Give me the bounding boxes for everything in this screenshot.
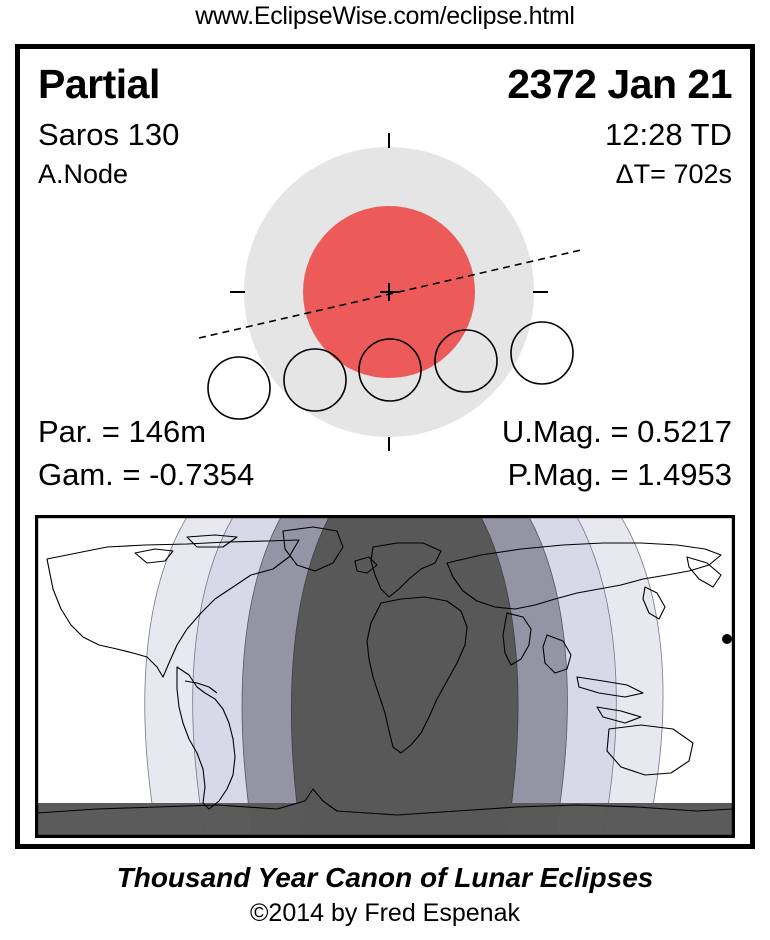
footer-credit: ©2014 by Fred Espenak	[250, 899, 520, 927]
sublunar-marker-dot	[722, 634, 732, 644]
moon-position-5	[510, 321, 574, 385]
world-visibility-map-svg	[37, 517, 733, 836]
moon-position-3	[358, 338, 422, 402]
visibility-map	[35, 515, 735, 838]
map-border	[37, 517, 733, 836]
eclipse-geometry-diagram	[198, 133, 582, 451]
delta-t-label: ΔT= 702s	[615, 159, 732, 189]
footer-title: Thousand Year Canon of Lunar Eclipses	[116, 862, 654, 893]
moon-position-1	[207, 356, 271, 420]
pmag-value: P.Mag. = 1.4953	[507, 457, 732, 492]
zone-total-lower-band	[37, 803, 733, 836]
moon-position-4	[434, 329, 498, 393]
url-bar: www.EclipseWise.com/eclipse.html	[195, 2, 575, 30]
zone-total-visible	[290, 517, 519, 836]
node-label: A.Node	[38, 159, 129, 189]
eclipse-panel: Partial 2372 Jan 21 Saros 130 A.Node 12:…	[15, 44, 755, 849]
visibility-zones	[37, 517, 733, 836]
moon-position-2	[283, 348, 347, 412]
coastlines	[37, 526, 733, 816]
umag-value: U.Mag. = 0.5217	[501, 414, 732, 449]
par-value: Par. = 146m	[38, 414, 207, 449]
time-label: 12:28 TD	[605, 117, 732, 152]
gam-value: Gam. = -0.7354	[38, 457, 255, 492]
saros-label: Saros 130	[38, 117, 180, 152]
eclipse-type-label: Partial	[38, 61, 160, 107]
eclipse-date-label: 2372 Jan 21	[507, 61, 732, 107]
